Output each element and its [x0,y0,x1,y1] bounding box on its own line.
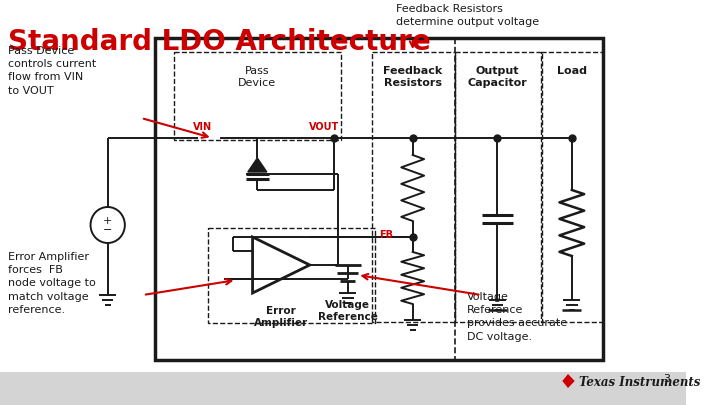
Polygon shape [248,158,267,172]
Text: −: − [103,225,112,235]
Text: Standard LDO Architecture: Standard LDO Architecture [8,28,431,56]
Text: Voltage
Reference: Voltage Reference [318,300,378,322]
Text: Pass
Device: Pass Device [238,66,276,87]
Text: Texas Instruments: Texas Instruments [578,375,700,388]
Bar [541,52,603,322]
Text: VIN: VIN [194,122,212,132]
Text: Error Amplifier
forces  FB
node voltage to
match voltage
reference.: Error Amplifier forces FB node voltage t… [8,252,95,315]
Text: Pass Device
controls current
flow from VIN
to VOUT: Pass Device controls current flow from V… [8,46,96,96]
Text: Feedback
Resistors: Feedback Resistors [383,66,442,87]
Bar [156,38,603,360]
Polygon shape [562,374,575,388]
Bar [174,52,341,140]
Text: Output
Capacitor: Output Capacitor [467,66,527,87]
Bar [454,52,542,322]
Text: VOUT: VOUT [309,122,339,132]
Text: Error
Amplifier: Error Amplifier [254,306,308,328]
Text: 3: 3 [664,374,670,384]
Text: FB: FB [379,230,393,240]
Bar [372,52,454,322]
Text: Feedback Resistors
determine output voltage: Feedback Resistors determine output volt… [395,4,539,27]
Text: Load: Load [557,66,587,76]
Text: +: + [103,216,112,226]
Bar [0,372,686,405]
Text: Voltage
Reference
provides accurate
DC voltage.: Voltage Reference provides accurate DC v… [467,292,567,341]
Bar [208,228,374,323]
